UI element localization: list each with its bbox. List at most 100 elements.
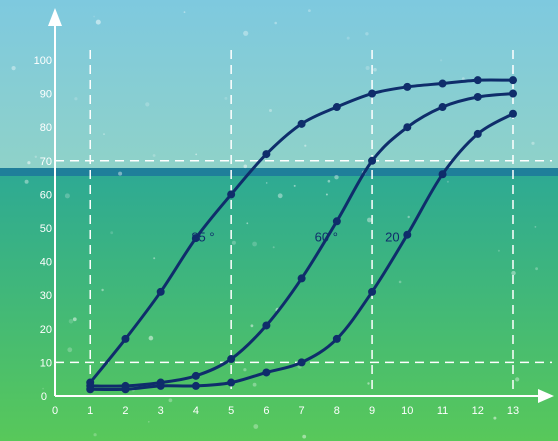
water-bubble [334, 175, 339, 180]
x-tick-label: 10 [401, 405, 413, 417]
water-bubble [250, 324, 254, 328]
data-point [297, 119, 306, 128]
water-bubble [365, 66, 370, 70]
water-bubble [152, 154, 156, 157]
water-bubble [272, 246, 275, 249]
water-bubble [269, 109, 272, 112]
water-bubble [24, 179, 29, 184]
water-bubble [365, 32, 369, 36]
water-bubble [224, 96, 228, 100]
x-tick-label: 0 [52, 405, 58, 417]
water-bubble [252, 241, 257, 247]
water-bubble [148, 421, 150, 423]
water-bubble [145, 102, 150, 107]
water-bubble [168, 398, 173, 403]
water-bubble [27, 161, 31, 165]
y-tick-label: 0 [41, 391, 47, 403]
data-point [262, 368, 271, 377]
axes [48, 8, 554, 403]
series-label: 20 ° [385, 229, 408, 244]
water-bubble [407, 215, 410, 219]
x-tick-label: 12 [472, 405, 484, 417]
data-point [191, 381, 200, 390]
water-bubble [440, 59, 443, 62]
y-tick-label: 60 [40, 189, 52, 201]
data-point [297, 274, 306, 283]
water-bubble [304, 144, 307, 147]
water-bubble [42, 387, 44, 390]
water-bubble [293, 184, 296, 187]
water-bubble [110, 231, 114, 235]
water-bubble [243, 164, 248, 169]
water-bubble [101, 288, 104, 292]
water-bubble [243, 30, 249, 36]
y-tick-label: 50 [40, 223, 52, 235]
water-bubble [327, 179, 331, 183]
water-bubble [325, 193, 328, 196]
x-tick-label: 1 [87, 405, 93, 417]
water-bubble [252, 382, 257, 387]
data-point [438, 103, 447, 112]
x-tick-label: 4 [193, 405, 199, 417]
water-bubble [195, 153, 198, 156]
x-tick-label: 3 [158, 405, 164, 417]
y-tick-label: 30 [40, 290, 52, 302]
data-point [262, 150, 271, 159]
data-point [438, 170, 447, 179]
y-axis-arrowhead [48, 8, 62, 26]
water-bubble [265, 182, 268, 184]
series-labels: 85 ° 60 ° 20 ° [191, 229, 408, 244]
water-bubble [367, 382, 370, 385]
water-bubble [95, 19, 101, 25]
x-tick-label: 13 [507, 405, 519, 417]
water-bubble [64, 193, 70, 199]
water-bubble [11, 66, 16, 71]
data-point [509, 89, 517, 98]
y-tick-label: 80 [40, 122, 52, 134]
water-bubble [246, 222, 249, 225]
data-point [509, 76, 517, 85]
data-point [403, 230, 412, 239]
x-axis-arrowhead [538, 389, 554, 403]
data-point [332, 217, 341, 226]
series-curves [86, 76, 517, 394]
y-tick-label: 90 [40, 89, 52, 101]
water-bubble [373, 67, 377, 72]
x-tick-label: 8 [334, 405, 340, 417]
data-point [227, 355, 236, 364]
water-bubble [302, 434, 307, 439]
water-bubble [461, 77, 465, 81]
water-bubble [398, 280, 402, 284]
data-point [227, 190, 236, 199]
data-point [368, 89, 377, 98]
y-tick-label: 20 [40, 324, 52, 336]
series-group [86, 76, 517, 387]
water-bubble [531, 141, 535, 145]
y-tick-label: 10 [40, 357, 52, 369]
data-point [121, 385, 130, 394]
water-bubble [153, 257, 156, 260]
horizon-band [0, 168, 558, 176]
water-bubble [67, 347, 73, 353]
y-tick-label: 40 [40, 257, 52, 269]
x-tick-label: 9 [369, 405, 375, 417]
data-point [332, 103, 341, 112]
series-label: 85 ° [191, 229, 214, 244]
x-tick-label: 6 [263, 405, 269, 417]
y-tick-label: 100 [34, 55, 52, 67]
data-point [191, 371, 200, 380]
x-tick-label: 2 [122, 405, 128, 417]
series-group [86, 109, 517, 394]
data-point [438, 79, 447, 88]
data-point [403, 123, 412, 132]
water-bubble [446, 180, 449, 183]
water-bubble [93, 15, 95, 18]
data-point [368, 156, 377, 165]
data-point [297, 358, 306, 367]
water-bubble [274, 21, 278, 25]
data-point [227, 378, 236, 387]
data-point [262, 321, 271, 330]
water-bubble [34, 155, 37, 158]
